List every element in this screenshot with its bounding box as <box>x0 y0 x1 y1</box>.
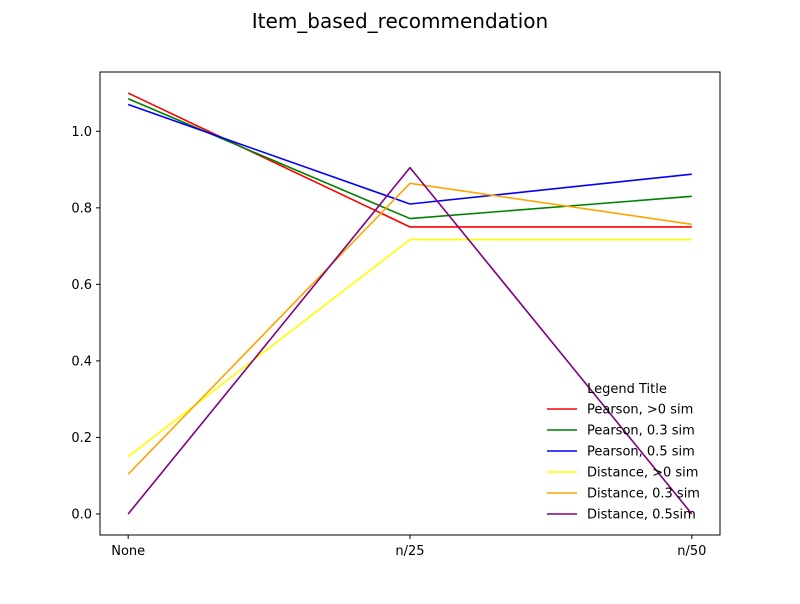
legend-item: Distance, 0.3 sim <box>547 487 700 502</box>
legend-item: Distance, 0.5sim <box>547 508 696 523</box>
series-line-3 <box>127 103 692 205</box>
legend-label: Pearson, 0.5 sim <box>587 445 695 460</box>
x-tick-label: None <box>111 544 145 559</box>
y-tick-label: 0.8 <box>71 201 92 216</box>
legend-item: Pearson, 0.3 sim <box>547 424 695 439</box>
x-tick-label: n/50 <box>677 544 706 559</box>
y-tick-label: 0.4 <box>71 354 92 369</box>
legend-label: Pearson, 0.3 sim <box>587 424 695 439</box>
x-tick-label: n/25 <box>395 544 424 559</box>
y-tick-label: 1.0 <box>71 125 92 140</box>
legend-label: Distance, 0.3 sim <box>587 487 700 502</box>
axes: None n/25 n/50 0.0 0.2 0.4 0.6 0.8 1.0 <box>71 71 721 559</box>
legend-label: Distance, >0 sim <box>587 466 698 481</box>
legend: Legend Title Pearson, >0 sim Pearson, 0.3 … <box>547 382 700 523</box>
y-tick-label: 0.6 <box>71 278 92 293</box>
chart-title: Item_based_recommendation <box>252 9 548 33</box>
legend-item: Pearson, 0.5 sim <box>547 445 695 460</box>
y-tick-label: 0.0 <box>71 507 92 522</box>
series-line-5 <box>127 182 692 475</box>
legend-item: Pearson, >0 sim <box>547 403 693 418</box>
series-line-6 <box>127 166 693 515</box>
legend-title: Legend Title <box>587 382 667 397</box>
series-line-4 <box>127 238 692 458</box>
y-tick-label: 0.2 <box>71 431 92 446</box>
legend-label: Pearson, >0 sim <box>587 403 693 418</box>
series-line-2 <box>127 98 692 220</box>
plot-area <box>127 92 693 515</box>
legend-label: Distance, 0.5sim <box>587 508 696 523</box>
legend-item: Distance, >0 sim <box>547 466 698 481</box>
